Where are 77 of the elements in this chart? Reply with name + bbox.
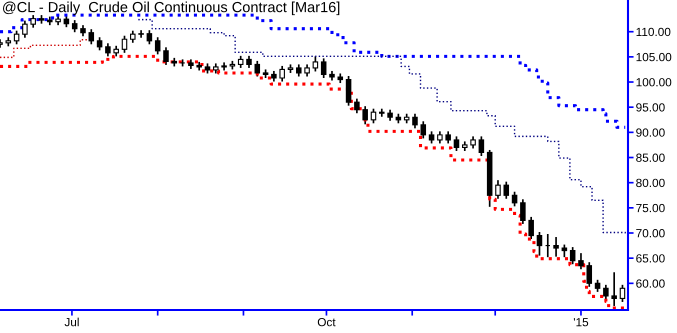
candlestick xyxy=(338,72,344,84)
candlestick xyxy=(428,130,434,144)
y-tick-label: 95.00 xyxy=(636,103,665,112)
y-tick-label: 110.00 xyxy=(636,28,670,36)
candlestick xyxy=(528,216,534,240)
candlestick xyxy=(254,60,260,78)
candlestick xyxy=(204,62,210,74)
candlestick xyxy=(370,108,376,124)
y-tick-label: 100.00 xyxy=(636,78,672,86)
y-tick-label: 90.00 xyxy=(636,128,665,137)
y-tick-label: 85.00 xyxy=(636,154,665,162)
candlestick xyxy=(113,44,119,58)
chart-title: @CL - Daily Crude Oil Continuous Contract [Mar16] xyxy=(3,2,340,16)
x-tick-label: '15 xyxy=(574,318,588,326)
x-tick-label: Jul xyxy=(64,318,79,326)
candlestick xyxy=(470,136,476,150)
candlestick xyxy=(603,284,609,300)
candlestick xyxy=(238,55,244,69)
candlestick xyxy=(404,112,410,124)
candlestick xyxy=(354,98,360,114)
y-tick-label: 80.00 xyxy=(636,178,665,188)
candlestick xyxy=(570,246,576,266)
candlestick xyxy=(163,46,169,66)
candlestick xyxy=(22,20,28,39)
candlestick xyxy=(105,42,111,58)
candlestick xyxy=(620,284,626,303)
candlestick xyxy=(14,30,20,46)
candlestick xyxy=(445,130,451,144)
candlestick xyxy=(412,112,418,130)
y-tick-label: 70.00 xyxy=(636,229,665,238)
candlestick xyxy=(553,236,559,258)
candlestick xyxy=(296,64,302,78)
candlestick xyxy=(454,136,460,152)
candlestick xyxy=(279,65,285,82)
y-tick-label: 105.00 xyxy=(636,52,672,62)
candlestick xyxy=(562,244,568,258)
candlestick xyxy=(304,64,310,78)
candlestick xyxy=(420,120,426,140)
candlestick xyxy=(362,105,368,126)
candlestick xyxy=(504,180,510,200)
candlestick xyxy=(88,28,94,46)
candlestick xyxy=(594,278,600,293)
candlestick xyxy=(80,24,86,38)
candlestick xyxy=(64,14,70,28)
candlestick xyxy=(478,136,484,157)
candlestick xyxy=(320,58,326,79)
candlestick xyxy=(72,19,78,34)
candlestick xyxy=(346,75,352,107)
candlestick xyxy=(96,36,102,52)
candlestick xyxy=(578,252,584,270)
candlestick xyxy=(246,55,252,69)
candlestick xyxy=(312,56,318,72)
candlestick xyxy=(55,14,61,26)
candlestick xyxy=(30,14,36,29)
candlestick xyxy=(495,179,501,200)
candlestick xyxy=(146,29,152,46)
candlestick xyxy=(188,58,194,70)
candlestick xyxy=(6,36,12,48)
candlestick xyxy=(130,30,136,44)
candlestick xyxy=(122,34,128,54)
candlestick xyxy=(154,36,160,56)
y-tick-label: 65.00 xyxy=(636,254,665,263)
candlestick xyxy=(213,62,219,74)
candlestick xyxy=(271,70,277,82)
candlestick xyxy=(611,271,617,307)
candlestick xyxy=(512,190,518,208)
candlestick xyxy=(396,112,402,124)
candlestick xyxy=(586,261,592,288)
x-tick-label: Oct xyxy=(318,318,336,326)
candlestick xyxy=(437,130,443,144)
candlestick xyxy=(536,231,542,256)
y-tick-label: 75.00 xyxy=(636,204,665,212)
candlestick xyxy=(387,108,393,122)
candlestick xyxy=(520,198,526,225)
candlestick xyxy=(329,70,335,82)
candlestick xyxy=(462,140,468,152)
y-tick-label: 60.00 xyxy=(636,279,665,288)
